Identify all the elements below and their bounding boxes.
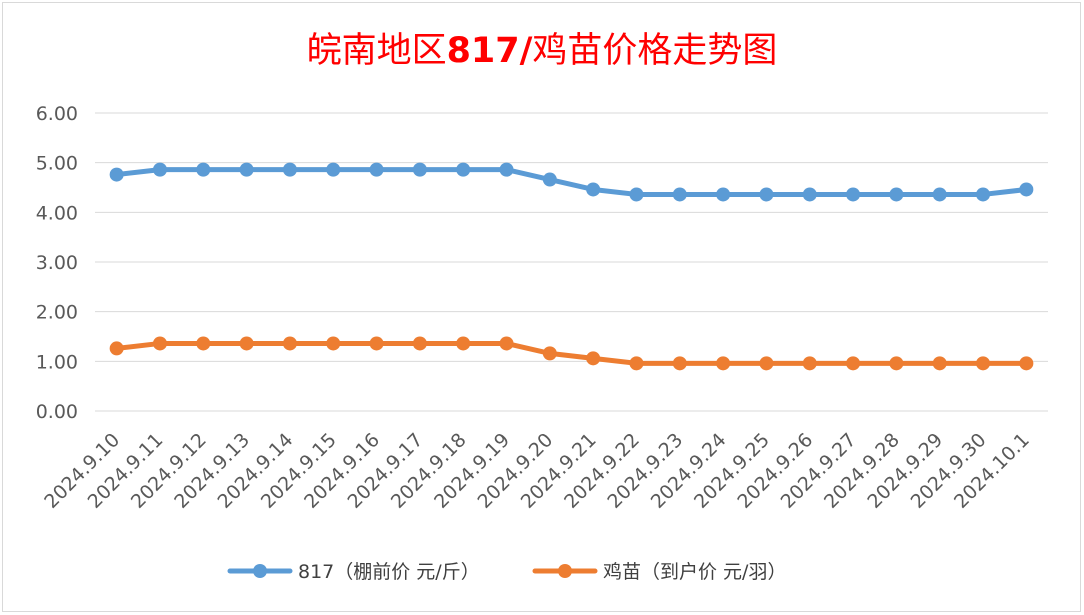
data-point <box>586 351 601 366</box>
data-point <box>889 356 904 371</box>
y-tick-label: 2.00 <box>36 302 78 324</box>
data-point <box>1019 356 1034 371</box>
data-point <box>109 167 124 182</box>
y-tick-label: 5.00 <box>36 153 78 175</box>
data-point <box>976 187 991 202</box>
data-point <box>412 162 427 177</box>
y-tick-label: 1.00 <box>36 351 78 373</box>
gridlines <box>95 112 1048 412</box>
data-point <box>759 187 774 202</box>
data-point <box>586 182 601 197</box>
data-point <box>629 187 644 202</box>
series-layer <box>109 162 1034 371</box>
data-point <box>109 341 124 356</box>
data-point <box>716 356 731 371</box>
data-point <box>239 162 254 177</box>
data-point <box>412 336 427 351</box>
data-point <box>759 356 774 371</box>
legend-label: 817（棚前价 元/斤） <box>298 561 480 583</box>
data-point <box>802 356 817 371</box>
data-point <box>369 162 384 177</box>
data-point <box>846 356 861 371</box>
data-point <box>499 162 514 177</box>
data-point <box>542 346 557 361</box>
y-tick-label: 0.00 <box>36 401 78 423</box>
y-tick-label: 3.00 <box>36 252 78 274</box>
data-point <box>282 162 297 177</box>
data-point <box>672 356 687 371</box>
y-tick-label: 6.00 <box>36 103 78 125</box>
series-line <box>114 340 1029 366</box>
series-line <box>114 167 1029 197</box>
data-point <box>846 187 861 202</box>
data-point <box>369 336 384 351</box>
data-point <box>932 187 947 202</box>
data-point <box>889 187 904 202</box>
data-point <box>499 336 514 351</box>
data-point <box>196 162 211 177</box>
data-point <box>152 336 167 351</box>
chart-title-part: 皖南地区 <box>307 31 447 71</box>
data-point <box>456 162 471 177</box>
data-point <box>282 336 297 351</box>
data-point <box>326 336 341 351</box>
data-point <box>976 356 991 371</box>
data-point <box>326 162 341 177</box>
legend: 817（棚前价 元/斤） 鸡苗（到户价 元/羽） <box>227 561 786 583</box>
legend-marker <box>253 564 267 578</box>
data-point <box>1019 182 1034 197</box>
y-tick-label: 4.00 <box>36 202 78 224</box>
chart-title: 皖南地区817/鸡苗价格走势图 <box>307 31 778 71</box>
data-point <box>802 187 817 202</box>
data-point <box>629 356 644 371</box>
legend-marker <box>558 564 572 578</box>
data-point <box>239 336 254 351</box>
data-point <box>542 172 557 187</box>
data-point <box>456 336 471 351</box>
data-point <box>716 187 731 202</box>
chart-title-bold: 817/ <box>447 31 533 71</box>
data-point <box>672 187 687 202</box>
y-axis-ticks: 0.00 1.00 2.00 3.00 4.00 5.00 6.00 <box>36 103 78 423</box>
data-point <box>196 336 211 351</box>
data-point <box>152 162 167 177</box>
data-point <box>932 356 947 371</box>
chart-title-tail: 鸡苗价格走势图 <box>532 31 777 71</box>
legend-label: 鸡苗（到户价 元/羽） <box>603 561 786 583</box>
